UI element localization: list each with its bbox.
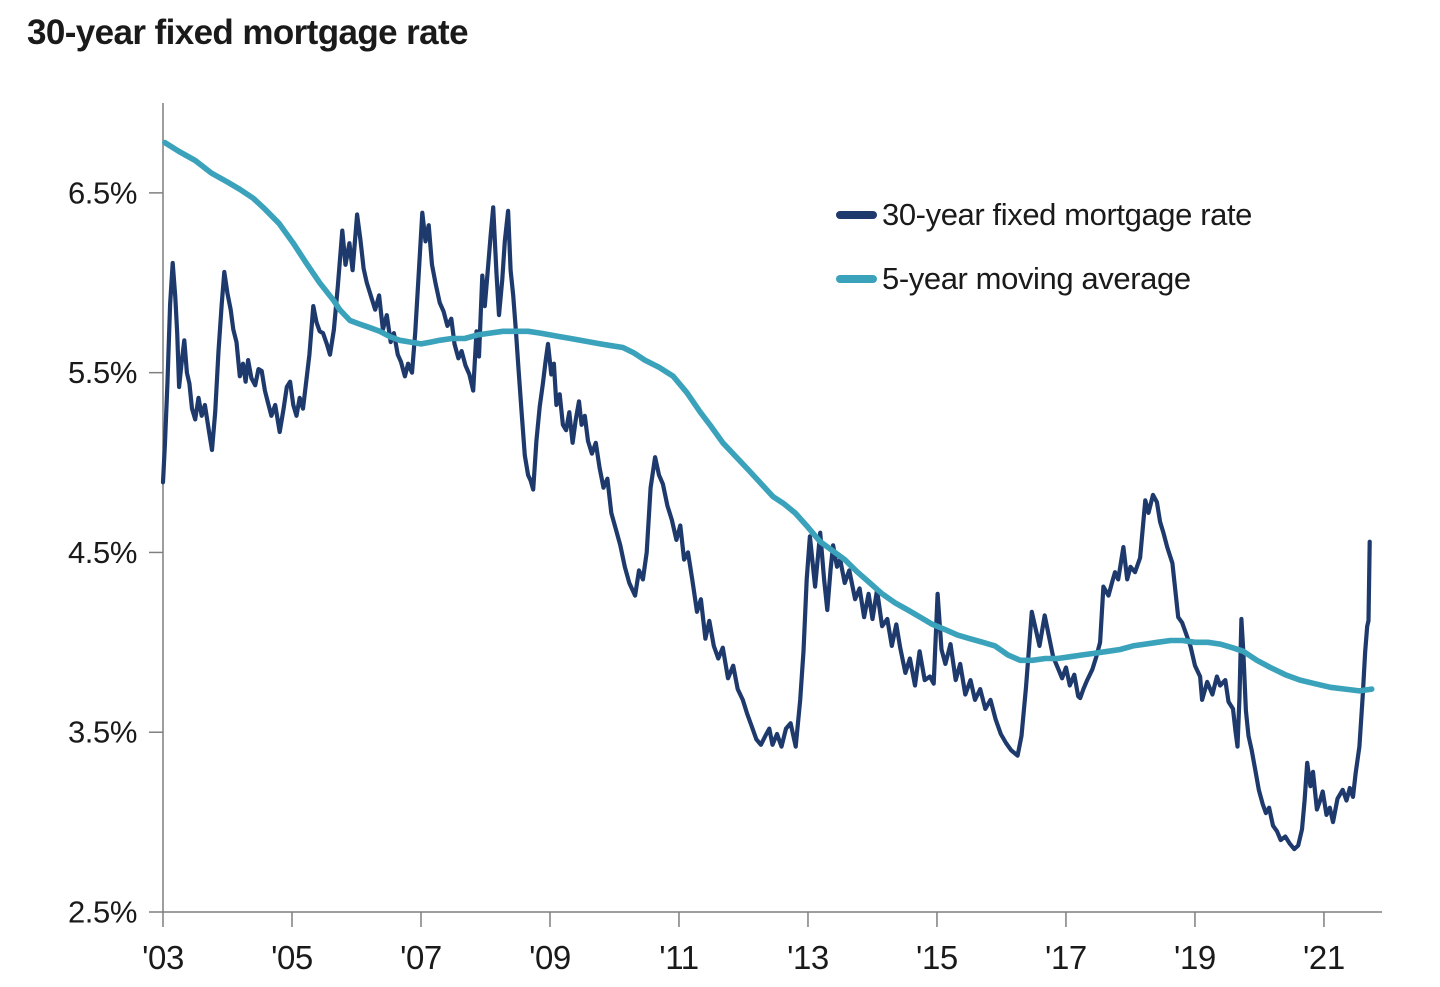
series-lines <box>160 139 1375 852</box>
legend-swatch-moving-average-icon <box>836 274 877 283</box>
x-tick-label: '07 <box>400 939 442 976</box>
series-line-moving-average <box>162 139 1375 694</box>
x-tick-label: '11 <box>659 939 698 976</box>
y-tick-label: 3.5% <box>68 715 137 750</box>
legend-label-mortgage-rate: 30-year fixed mortgage rate <box>882 196 1253 232</box>
y-tick-label: 4.5% <box>68 535 137 570</box>
x-tick-label: '21 <box>1303 939 1345 976</box>
x-tick-label: '13 <box>787 939 829 976</box>
x-tick-label: '17 <box>1045 939 1087 976</box>
legend: 30-year fixed mortgage rate 5-year movin… <box>836 196 1252 324</box>
legend-label-moving-average: 5-year moving average <box>882 260 1191 296</box>
x-tick-label: '15 <box>916 939 958 976</box>
x-tick-label: '05 <box>271 939 313 976</box>
x-tick-label: '19 <box>1174 939 1216 976</box>
legend-item-moving-average: 5-year moving average <box>836 260 1252 297</box>
y-tick-label: 6.5% <box>68 175 137 210</box>
y-tick-label: 5.5% <box>68 355 137 390</box>
x-tick-label: '09 <box>529 939 571 976</box>
x-axis: '03 '05 '07 '09 '11 '13 '15 '17 '19 '21 <box>142 911 1382 976</box>
y-tick-label: 2.5% <box>68 895 137 930</box>
page-title: 30-year fixed mortgage rate <box>27 13 469 52</box>
x-tick-label: '03 <box>142 939 184 976</box>
y-axis: 6.5% 5.5% 4.5% 3.5% 2.5% <box>68 103 164 930</box>
legend-item-mortgage-rate: 30-year fixed mortgage rate <box>836 196 1252 233</box>
legend-swatch-mortgage-rate-icon <box>836 210 877 219</box>
